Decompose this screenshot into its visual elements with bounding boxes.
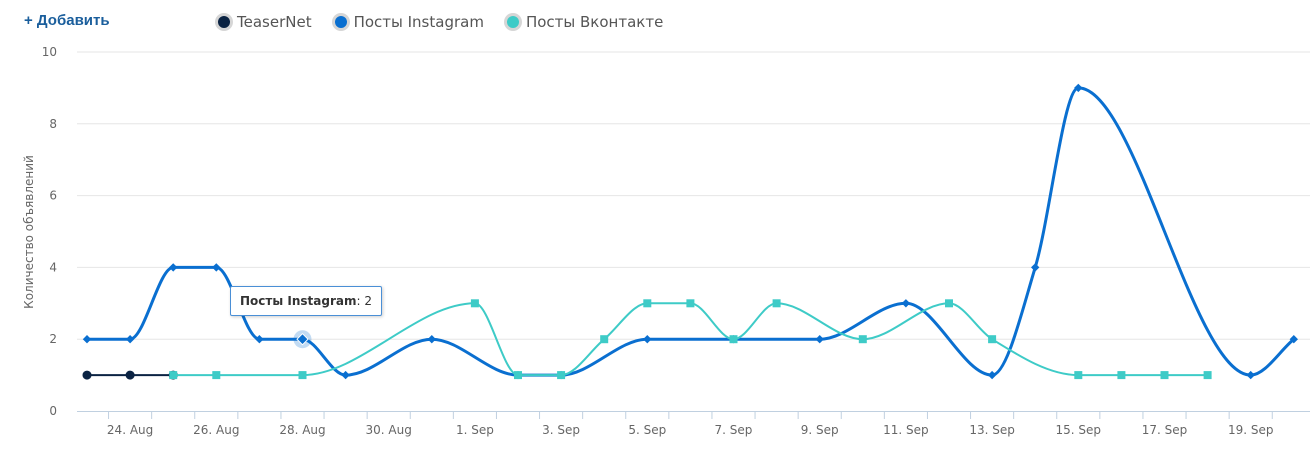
point-instagram-14	[987, 370, 997, 380]
point-vkontakte-5	[557, 371, 566, 380]
point-vkontakte-4	[514, 371, 522, 380]
legend-swatch-teasernet	[218, 16, 230, 28]
tooltip-series-name: Посты Instagram	[240, 294, 357, 308]
chart-legend: TeaserNet Посты Instagram Посты Вконтакт…	[215, 12, 683, 32]
point-instagram-7	[427, 335, 436, 344]
legend-swatch-instagram	[334, 16, 347, 28]
legend-label-vkontakte: Посты Вконтакте	[525, 13, 664, 31]
point-instagram-4	[255, 335, 264, 344]
hover-point	[296, 332, 309, 346]
point-teasernet-0	[82, 370, 92, 380]
point-instagram-10	[643, 335, 652, 344]
y-axis-label: Количество объявлений	[22, 155, 36, 309]
point-instagram-13	[901, 299, 911, 308]
point-vkontakte-16	[1160, 371, 1169, 380]
x-tick-label-1: 26. Aug	[193, 423, 239, 437]
point-vkontakte-11	[858, 335, 867, 344]
y-tick-label-8: 8	[49, 117, 57, 131]
point-instagram-15	[1031, 263, 1040, 272]
x-tick-label-3: 30. Aug	[366, 423, 412, 437]
point-vkontakte-7	[643, 299, 652, 308]
x-tick-label-0: 24. Aug	[107, 423, 153, 437]
legend-swatch-vkontakte	[506, 16, 519, 28]
point-vkontakte-2	[298, 371, 307, 380]
x-tick-label-5: 3. Sep	[542, 423, 580, 437]
point-instagram-17	[1246, 370, 1255, 380]
chart-tooltip: Посты Instagram: 2	[230, 286, 382, 316]
point-vkontakte-6	[600, 335, 609, 344]
y-tick-label-10: 10	[42, 45, 57, 59]
y-tick-label-6: 6	[49, 189, 57, 203]
x-tick-label-8: 9. Sep	[801, 423, 839, 437]
legend-label-teasernet: TeaserNet	[237, 13, 312, 31]
series-layer	[82, 83, 1298, 380]
point-vkontakte-10	[772, 299, 781, 308]
legend-label-instagram: Посты Instagram	[353, 13, 484, 31]
legend-item-instagram[interactable]: Посты Instagram	[332, 13, 484, 31]
x-tick-label-4: 1. Sep	[456, 423, 494, 437]
x-tick-label-7: 7. Sep	[715, 423, 753, 437]
x-tick-label-12: 17. Sep	[1142, 423, 1188, 437]
x-tick-label-2: 28. Aug	[279, 423, 325, 437]
point-instagram-12	[815, 335, 824, 344]
point-instagram-18	[1289, 335, 1298, 344]
point-vkontakte-13	[988, 335, 997, 344]
add-button[interactable]: + Добавить	[24, 12, 110, 29]
point-vkontakte-3	[470, 299, 479, 308]
y-tick-label-0: 0	[49, 404, 57, 418]
point-instagram-3	[212, 263, 221, 272]
point-vkontakte-8	[686, 299, 695, 308]
axis-layer: 0 2 4 6 8 10 24. Aug 26. Aug 28. Aug 30. Aug 1. Se…	[42, 45, 1310, 437]
point-vkontakte-15	[1117, 371, 1126, 380]
x-tick-label-10: 13. Sep	[969, 423, 1015, 437]
point-instagram-0	[82, 335, 92, 344]
point-vkontakte-12	[945, 299, 953, 308]
y-tick-label-2: 2	[49, 332, 57, 346]
x-tick-label-11: 15. Sep	[1056, 423, 1102, 437]
point-instagram-1	[125, 335, 135, 344]
point-instagram-6	[341, 370, 350, 380]
point-vkontakte-0	[169, 371, 178, 380]
point-instagram-2	[169, 263, 178, 272]
point-instagram-16	[1074, 83, 1083, 93]
point-teasernet-1	[125, 370, 135, 380]
point-vkontakte-1	[212, 371, 221, 380]
tooltip-value: 2	[364, 294, 372, 308]
point-vkontakte-17	[1203, 371, 1212, 380]
x-tick-label-9: 11. Sep	[883, 423, 929, 437]
y-tick-label-4: 4	[49, 260, 57, 274]
x-tick-label-13: 19. Sep	[1228, 423, 1274, 437]
series-line-instagram	[85, 86, 1296, 377]
point-vkontakte-14	[1074, 371, 1083, 380]
point-vkontakte-9	[729, 335, 738, 344]
legend-item-teasernet[interactable]: TeaserNet	[215, 13, 312, 31]
legend-item-vkontakte[interactable]: Посты Вконтакте	[504, 13, 663, 31]
x-tick-label-6: 5. Sep	[628, 423, 666, 437]
series-line-vkontakte	[172, 302, 1209, 377]
